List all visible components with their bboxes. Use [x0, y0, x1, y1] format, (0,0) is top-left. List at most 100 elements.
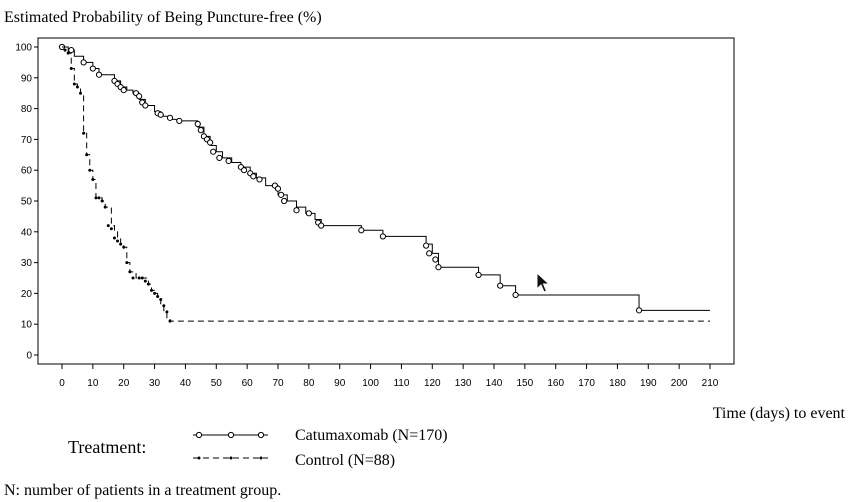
censor-marker — [142, 102, 149, 109]
series-control — [62, 46, 710, 323]
series-line-catumaxomab — [62, 46, 710, 311]
legend-label-catumaxomab: Catumaxomab (N=170) — [295, 427, 448, 444]
legend-marker — [197, 456, 201, 460]
censor-marker — [80, 59, 87, 66]
y-tick-label: 90 — [21, 73, 33, 84]
censor-marker — [82, 131, 86, 135]
censor-marker — [379, 233, 387, 240]
x-tick-label: 170 — [578, 378, 595, 389]
censor-marker — [358, 227, 365, 234]
legend-sample-control — [193, 456, 268, 460]
legend: Treatment: Catumaxomab (N=170) Control (… — [68, 427, 448, 469]
censor-marker — [256, 176, 263, 183]
censor-marker — [106, 224, 110, 228]
x-tick-label: 30 — [149, 378, 161, 389]
censor-marker — [225, 157, 232, 165]
footnote: N: number of patients in a treatment gro… — [4, 482, 281, 499]
censor-marker — [72, 82, 76, 86]
censor-marker — [131, 276, 135, 280]
x-tick-label: 130 — [455, 378, 472, 389]
x-axis-label: Time (days) to event — [713, 405, 846, 422]
censor-marker — [281, 197, 288, 205]
y-tick-label: 80 — [21, 104, 33, 115]
x-tick-label: 60 — [242, 378, 254, 389]
censor-marker — [103, 205, 107, 209]
censor-marker — [305, 210, 312, 217]
x-tick-label: 200 — [671, 378, 688, 389]
censor-marker — [119, 242, 123, 246]
censor-marker — [168, 319, 172, 323]
censor-marker — [512, 291, 519, 299]
x-tick-label: 40 — [180, 378, 192, 389]
x-tick-label: 0 — [59, 378, 65, 389]
series-layer — [58, 43, 710, 323]
legend-marker — [229, 456, 233, 460]
y-tick-label: 50 — [21, 197, 33, 208]
censor-marker — [432, 256, 439, 263]
y-axis: 0 10 20 30 40 50 60 70 80 90 100 — [15, 43, 38, 362]
x-tick-label: 70 — [272, 378, 284, 389]
x-tick-label: 50 — [211, 378, 223, 389]
censor-marker — [277, 191, 285, 198]
censor-marker — [143, 279, 147, 283]
x-tick-label: 20 — [118, 378, 130, 389]
censor-marker — [137, 276, 141, 280]
x-tick-label: 120 — [424, 378, 441, 389]
y-tick-label: 20 — [21, 289, 33, 300]
censor-marker — [116, 239, 120, 243]
censor-marker — [125, 261, 129, 265]
censor-marker — [207, 139, 214, 146]
legend-label-control: Control (N=88) — [295, 452, 395, 469]
legend-marker — [259, 456, 263, 460]
censor-marker — [94, 196, 98, 200]
censor-marker — [157, 111, 164, 118]
censor-marker — [146, 282, 150, 286]
chart-title: Estimated Probability of Being Puncture-… — [4, 9, 322, 26]
censor-marker — [109, 227, 113, 231]
x-axis: 0 10 20 30 40 50 60 70 80 90 100 110 120 130 140 150 160… — [59, 364, 719, 389]
x-tick-label: 140 — [486, 378, 503, 389]
censor-marker — [426, 250, 433, 257]
x-tick-label: 100 — [362, 378, 379, 389]
censor-marker — [68, 46, 75, 54]
censor-marker — [136, 93, 143, 100]
censor-marker — [318, 222, 325, 229]
censor-marker — [97, 196, 101, 200]
censor-marker — [79, 91, 83, 95]
censor-marker — [85, 153, 89, 157]
censor-marker — [475, 271, 482, 279]
censor-marker — [120, 87, 127, 94]
y-tick-label: 60 — [21, 166, 33, 177]
censor-marker — [128, 270, 132, 274]
x-tick-label: 110 — [393, 378, 409, 389]
censor-marker — [176, 117, 183, 125]
censor-marker — [165, 310, 169, 314]
censor-marker — [91, 177, 95, 181]
censor-marker — [66, 51, 70, 55]
censor-marker — [159, 298, 163, 302]
y-tick-label: 10 — [21, 320, 33, 331]
mouse-pointer-icon — [536, 272, 551, 293]
censor-marker — [156, 294, 160, 298]
x-tick-label: 210 — [702, 378, 719, 389]
censor-marker — [162, 304, 166, 308]
censor-marker — [497, 282, 504, 289]
y-tick-label: 70 — [21, 135, 33, 146]
x-tick-label: 150 — [517, 378, 534, 389]
censor-marker — [197, 127, 204, 134]
y-tick-label: 0 — [26, 351, 32, 362]
censor-marker — [112, 236, 116, 240]
censor-marker — [435, 264, 442, 271]
x-tick-label: 90 — [334, 378, 346, 389]
censor-marker — [95, 71, 103, 78]
censor-marker — [166, 114, 174, 121]
censor-marker — [122, 245, 126, 249]
x-tick-label: 10 — [87, 378, 99, 389]
censor-marker — [75, 85, 79, 89]
censor-marker — [216, 154, 223, 161]
censor-marker — [140, 276, 144, 280]
censor-marker — [89, 65, 96, 72]
legend-title: Treatment: — [68, 437, 146, 457]
censor-marker — [635, 307, 643, 314]
